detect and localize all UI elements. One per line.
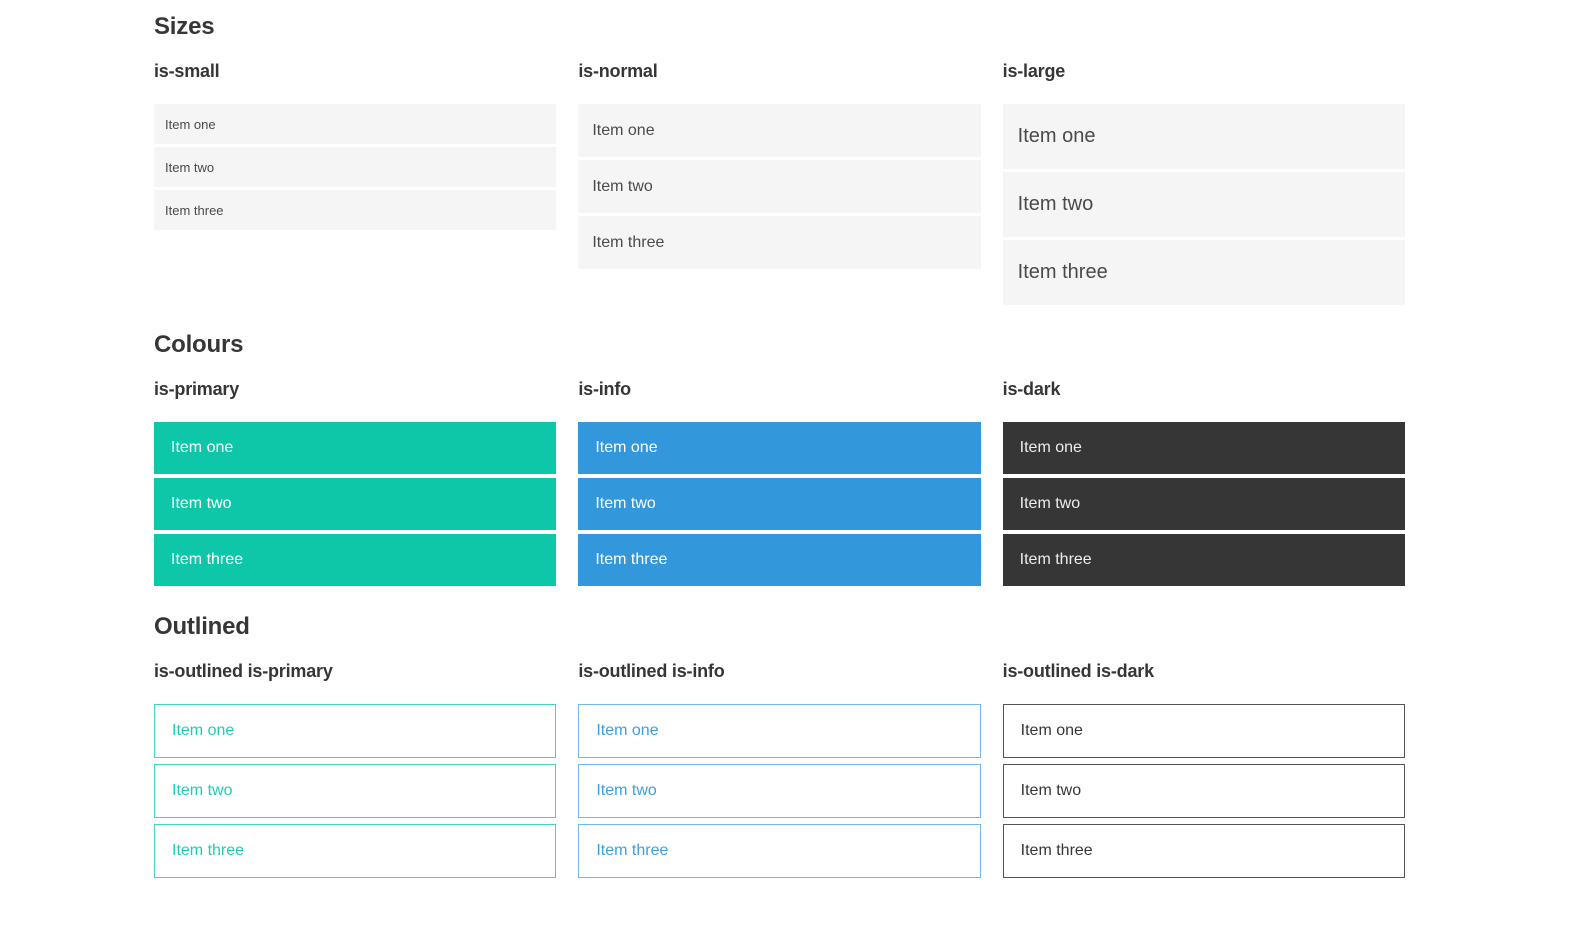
section-colours: Colours is-primary Item one Item two Ite… — [154, 330, 1405, 590]
column-heading-is-small: is-small — [154, 61, 220, 81]
list-item[interactable]: Item two — [1002, 172, 1405, 237]
list-item[interactable]: Item two — [1002, 764, 1405, 818]
section-title-outlined: Outlined — [154, 613, 250, 640]
list-item[interactable]: Item three — [1002, 534, 1405, 586]
column-is-info: is-info Item one Item two Item three — [578, 378, 981, 590]
list-item[interactable]: Item one — [154, 704, 557, 758]
column-heading-is-outlined-is-primary: is-outlined is-primary — [154, 661, 333, 681]
list-item[interactable]: Item one — [154, 104, 557, 144]
section-title-colours: Colours — [154, 331, 244, 358]
list-item[interactable]: Item three — [154, 190, 557, 230]
list-is-outlined-is-primary: Item one Item two Item three — [154, 704, 557, 878]
column-heading-is-primary: is-primary — [154, 379, 240, 399]
outlined-columns: is-outlined is-primary Item one Item two… — [154, 660, 1405, 884]
list-is-info: Item one Item two Item three — [578, 422, 981, 586]
list-item[interactable]: Item one — [578, 422, 981, 474]
list-item[interactable]: Item two — [154, 764, 557, 818]
section-sizes: Sizes is-small Item one Item two Item th… — [154, 12, 1405, 308]
list-is-small: Item one Item two Item three — [154, 104, 557, 230]
section-outlined: Outlined is-outlined is-primary Item one… — [154, 612, 1405, 884]
list-item[interactable]: Item three — [578, 534, 981, 586]
list-item[interactable]: Item one — [578, 104, 981, 157]
list-item[interactable]: Item two — [154, 147, 557, 187]
column-heading-is-outlined-is-info: is-outlined is-info — [578, 661, 725, 681]
list-item[interactable]: Item three — [578, 824, 981, 878]
column-is-primary: is-primary Item one Item two Item three — [154, 378, 557, 590]
sizes-columns: is-small Item one Item two Item three is… — [154, 60, 1405, 308]
list-item[interactable]: Item one — [1002, 704, 1405, 758]
column-heading-is-normal: is-normal — [578, 61, 658, 81]
column-is-outlined-is-primary: is-outlined is-primary Item one Item two… — [154, 660, 557, 884]
column-is-outlined-is-info: is-outlined is-info Item one Item two It… — [578, 660, 981, 884]
list-is-dark: Item one Item two Item three — [1002, 422, 1405, 586]
list-item[interactable]: Item two — [578, 764, 981, 818]
list-item[interactable]: Item one — [154, 422, 557, 474]
list-item[interactable]: Item two — [578, 160, 981, 213]
list-item[interactable]: Item three — [154, 534, 557, 586]
list-item[interactable]: Item two — [154, 478, 557, 530]
list-is-primary: Item one Item two Item three — [154, 422, 557, 586]
list-is-large: Item one Item two Item three — [1002, 104, 1405, 305]
list-is-outlined-is-info: Item one Item two Item three — [578, 704, 981, 878]
list-item[interactable]: Item three — [154, 824, 557, 878]
section-title-sizes: Sizes — [154, 13, 215, 40]
list-item[interactable]: Item one — [1002, 104, 1405, 169]
column-heading-is-dark: is-dark — [1002, 379, 1061, 399]
list-item[interactable]: Item two — [1002, 478, 1405, 530]
column-is-outlined-is-dark: is-outlined is-dark Item one Item two It… — [1002, 660, 1405, 884]
list-item[interactable]: Item one — [578, 704, 981, 758]
column-heading-is-large: is-large — [1002, 61, 1066, 81]
list-item[interactable]: Item three — [1002, 824, 1405, 878]
column-is-small: is-small Item one Item two Item three — [154, 60, 557, 308]
list-item[interactable]: Item two — [578, 478, 981, 530]
list-item[interactable]: Item three — [1002, 240, 1405, 305]
column-heading-is-outlined-is-dark: is-outlined is-dark — [1002, 661, 1154, 681]
column-is-large: is-large Item one Item two Item three — [1002, 60, 1405, 308]
list-is-outlined-is-dark: Item one Item two Item three — [1002, 704, 1405, 878]
colours-columns: is-primary Item one Item two Item three … — [154, 378, 1405, 590]
column-heading-is-info: is-info — [578, 379, 631, 399]
column-is-normal: is-normal Item one Item two Item three — [578, 60, 981, 308]
column-is-dark: is-dark Item one Item two Item three — [1002, 378, 1405, 590]
list-is-normal: Item one Item two Item three — [578, 104, 981, 269]
list-item[interactable]: Item one — [1002, 422, 1405, 474]
list-item[interactable]: Item three — [578, 216, 981, 269]
